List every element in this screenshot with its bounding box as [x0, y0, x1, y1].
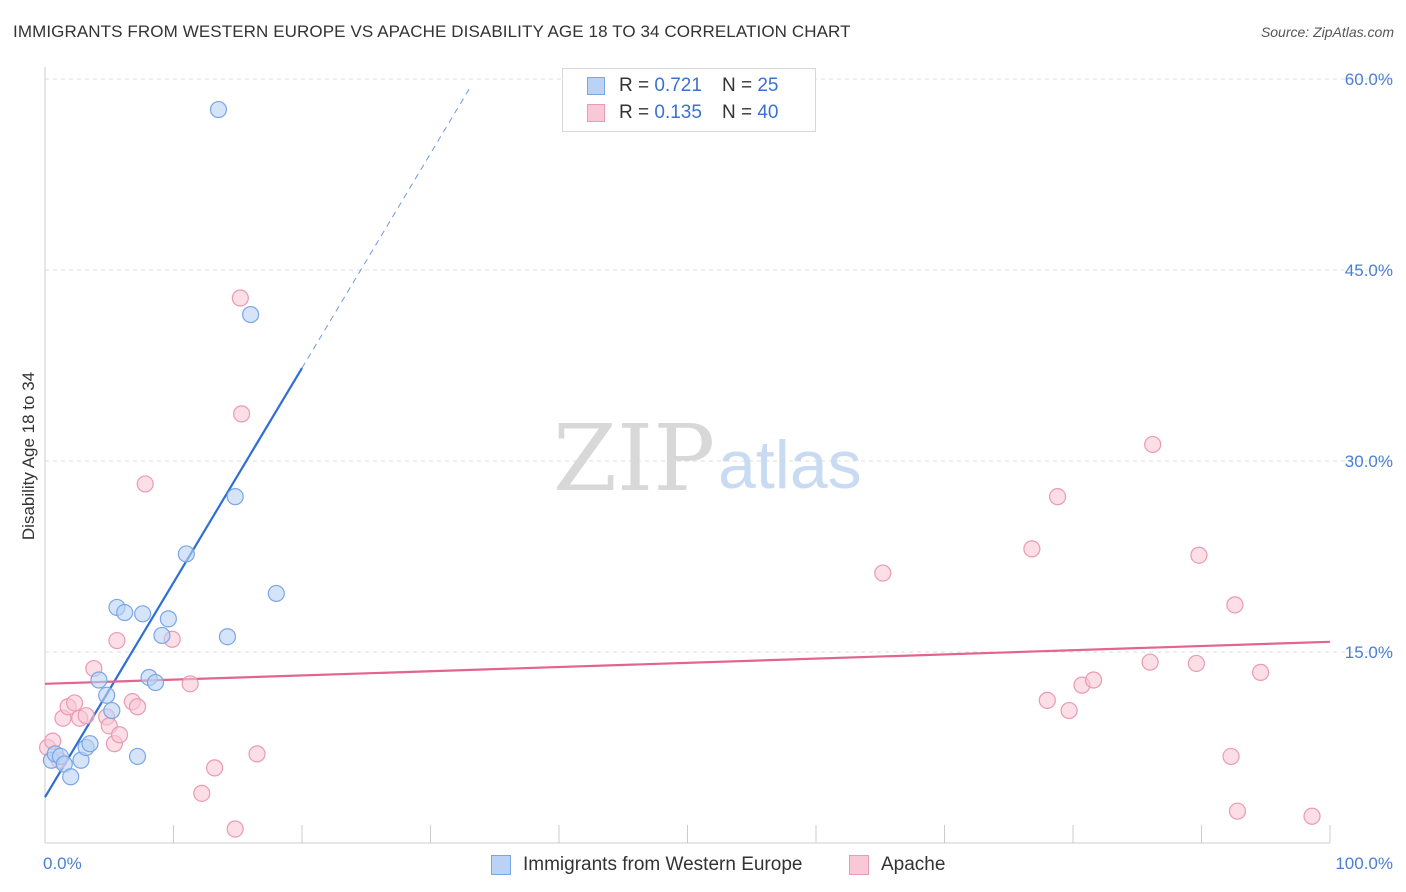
- y-tick-label: 15.0%: [1345, 643, 1393, 662]
- data-point-apache: [1084, 671, 1103, 689]
- bottom-legend-label-series2: Apache: [881, 854, 946, 875]
- data-point-western-europe: [98, 686, 116, 704]
- legend-swatch-series2: [587, 104, 605, 122]
- data-point-apache: [136, 475, 154, 493]
- data-point-apache: [1048, 488, 1067, 506]
- grid-lines: [45, 78, 1392, 653]
- data-point-apache: [181, 675, 199, 693]
- data-point-apache: [1144, 435, 1162, 454]
- data-point-apache: [1190, 546, 1208, 564]
- data-point-apache: [206, 759, 224, 777]
- data-point-western-europe: [81, 735, 99, 753]
- axes: [44, 67, 1331, 844]
- bottom-legend-swatch-series2: [849, 855, 869, 875]
- legend-n-label: N =: [721, 102, 753, 123]
- data-point-apache: [1141, 653, 1159, 671]
- data-point-western-europe: [226, 488, 244, 506]
- data-point-apache: [128, 698, 147, 716]
- data-point-apache: [1252, 663, 1270, 681]
- bottom-legend-swatch-series1: [491, 855, 511, 875]
- data-point-apache: [233, 405, 251, 423]
- legend-r-value: 0.721: [654, 75, 702, 96]
- data-point-western-europe: [146, 673, 165, 692]
- trend-line-series2: [44, 640, 1331, 685]
- data-point-western-europe: [134, 605, 152, 623]
- data-points: [38, 100, 1321, 838]
- data-point-western-europe: [62, 768, 80, 786]
- watermark-atlas: atlas: [718, 427, 862, 503]
- data-point-apache: [1303, 807, 1321, 825]
- watermark-zip: ZIP: [553, 405, 715, 512]
- data-point-apache: [231, 289, 249, 307]
- legend-row-series2: R = 0.135 N = 40: [587, 101, 798, 125]
- correlation-legend: R = 0.721 N = 25 R = 0.135 N = 40: [562, 68, 816, 132]
- trend-lines: [44, 88, 1331, 798]
- data-point-western-europe: [116, 603, 134, 622]
- bottom-legend-label-series1: Immigrants from Western Europe: [523, 854, 803, 875]
- legend-row-series1: R = 0.721 N = 25: [587, 74, 798, 98]
- data-point-western-europe: [218, 628, 237, 646]
- data-point-apache: [77, 707, 95, 725]
- data-point-apache: [226, 820, 244, 838]
- bottom-legend-series1: Immigrants from Western Europe: [491, 852, 802, 878]
- data-point-apache: [1226, 596, 1244, 614]
- data-point-apache: [1222, 747, 1240, 766]
- data-point-apache: [65, 694, 84, 712]
- data-point-western-europe: [103, 701, 121, 720]
- data-point-western-europe: [267, 584, 285, 603]
- data-point-apache: [1228, 802, 1247, 820]
- legend-n-value: 25: [757, 75, 779, 96]
- data-point-apache: [193, 784, 211, 802]
- data-point-apache: [248, 745, 266, 763]
- data-point-western-europe: [159, 610, 177, 628]
- y-axis-label: Disability Age 18 to 34: [19, 372, 38, 540]
- legend-r-label: R =: [619, 102, 650, 123]
- data-point-western-europe: [90, 671, 108, 689]
- data-point-apache: [1187, 654, 1205, 673]
- trend-line-extension-series1: [301, 88, 470, 369]
- watermark: ZIP atlas: [553, 405, 862, 512]
- data-point-apache: [1060, 701, 1078, 720]
- data-point-apache: [108, 631, 126, 650]
- data-point-western-europe: [153, 626, 171, 645]
- legend-r-label: R =: [619, 75, 650, 96]
- data-point-apache: [1038, 691, 1056, 709]
- legend-n-value: 40: [757, 102, 779, 123]
- y-tick-label: 60.0%: [1345, 70, 1393, 89]
- data-point-western-europe: [128, 747, 147, 766]
- x-tick-label: 100.0%: [1335, 854, 1393, 873]
- legend-swatch-series1: [587, 77, 605, 95]
- tick-labels: 15.0% 30.0% 45.0% 60.0% 0.0% 100.0%: [43, 70, 1393, 873]
- legend-r-value: 0.135: [654, 102, 702, 123]
- y-tick-label: 30.0%: [1345, 452, 1393, 471]
- source-label: Source: ZipAtlas.com: [1260, 24, 1394, 40]
- legend-n-label: N =: [721, 75, 753, 96]
- chart-title: IMMIGRANTS FROM WESTERN EUROPE VS APACHE…: [13, 22, 851, 41]
- data-point-apache: [110, 726, 129, 744]
- bottom-legend-series2: Apache: [849, 852, 945, 878]
- data-point-western-europe: [242, 305, 260, 324]
- data-point-western-europe: [209, 100, 228, 119]
- data-point-apache: [874, 564, 892, 582]
- x-tick-label: 0.0%: [43, 854, 82, 873]
- y-tick-label: 45.0%: [1345, 261, 1393, 280]
- trend-line-series1: [44, 367, 303, 798]
- data-point-western-europe: [177, 545, 195, 563]
- data-point-apache: [1023, 540, 1041, 558]
